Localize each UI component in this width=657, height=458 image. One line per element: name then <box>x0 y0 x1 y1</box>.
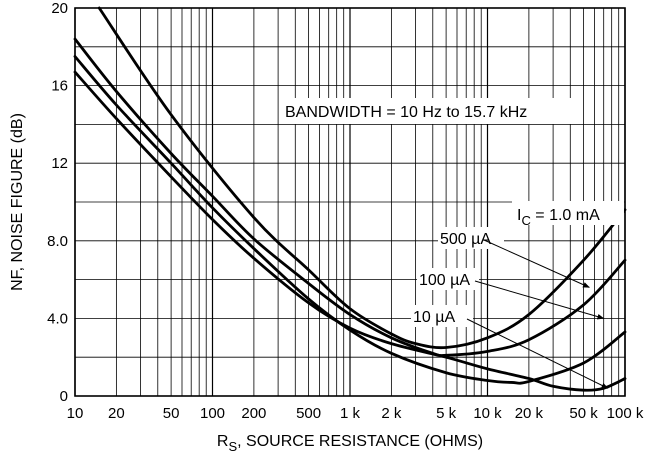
series-label-arrow <box>483 239 590 288</box>
y-tick-label: 12 <box>51 155 68 172</box>
x-axis-title: RS, SOURCE RESISTANCE (OHMS) <box>217 433 483 454</box>
series-line <box>97 6 627 350</box>
series-line <box>73 70 627 392</box>
series-label: 500 µA <box>440 231 491 248</box>
x-tick-label: 1 k <box>340 405 361 422</box>
x-tick-label: 100 <box>200 405 225 422</box>
series-label-bg <box>438 227 504 249</box>
series-line <box>73 37 627 357</box>
x-tick-label: 50 k <box>569 405 598 422</box>
series-label-arrow <box>466 318 609 389</box>
x-tick-label: 10 k <box>473 405 502 422</box>
x-tick-label: 20 <box>108 405 125 422</box>
y-tick-label: 20 <box>51 0 68 17</box>
plot-frame <box>74 7 626 397</box>
series-label-bg <box>411 305 473 327</box>
series-label: 10 µA <box>413 309 455 326</box>
bandwidth-label: BANDWIDTH = 10 Hz to 15.7 kHz <box>285 104 527 121</box>
series-label-bg <box>512 201 624 225</box>
series-label: IC = 1.0 mA <box>517 207 600 228</box>
series-label-bg <box>417 268 479 290</box>
y-tick-label: 4.0 <box>47 310 68 327</box>
x-tick-label: 5 k <box>436 405 457 422</box>
x-tick-label: 20 k <box>515 405 544 422</box>
y-tick-label: 16 <box>51 78 68 95</box>
y-axis-title: NF, NOISE FIGURE (dB) <box>9 113 26 291</box>
x-tick-label: 200 <box>241 405 266 422</box>
x-tick-label: 500 <box>296 405 321 422</box>
series-label: 100 µA <box>419 272 470 289</box>
x-tick-label: 50 <box>163 405 180 422</box>
series-line <box>73 55 627 385</box>
x-tick-label: 2 k <box>381 405 402 422</box>
bandwidth-label-bg <box>282 98 572 124</box>
x-tick-label: 10 <box>67 405 84 422</box>
series-label-arrow <box>474 280 605 320</box>
y-tick-label: 0 <box>60 388 68 405</box>
y-tick-label: 8.0 <box>47 233 68 250</box>
x-tick-label: 100 k <box>607 405 644 422</box>
